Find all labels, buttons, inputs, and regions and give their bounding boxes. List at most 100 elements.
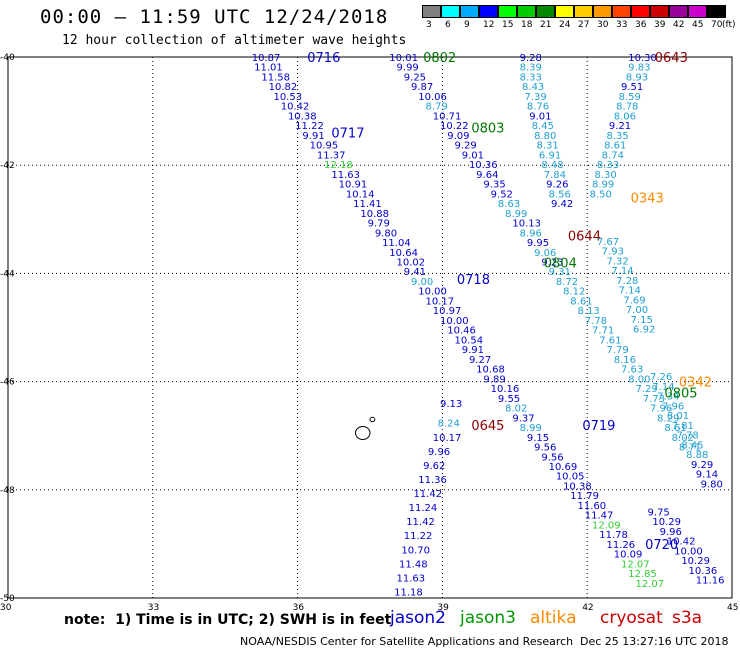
wave-height-point: 11.42	[413, 489, 442, 500]
wave-height-point: 8.45	[681, 440, 703, 451]
wave-height-point: 8.12	[563, 287, 585, 298]
wave-height-point: 10.95	[310, 141, 339, 152]
track-time-label: 0645	[471, 419, 504, 434]
colorbar-swatch	[707, 5, 726, 18]
wave-height-point: 8.59	[619, 92, 641, 103]
wave-height-point: 8.01	[667, 411, 689, 422]
wave-height-point: 7.39	[524, 92, 546, 103]
wave-height-point: 11.01	[254, 63, 283, 74]
wave-height-point: 9.42	[551, 199, 573, 210]
wave-height-point: 9.31	[549, 267, 571, 278]
wave-height-point: 12.18	[324, 160, 353, 171]
wave-height-point: 11.79	[570, 491, 599, 502]
wave-height-point: 9.29	[691, 460, 713, 471]
wave-height-point: 9.80	[375, 228, 397, 239]
satellite-legend-item: jason3	[460, 608, 516, 628]
wave-height-point: 9.79	[368, 219, 390, 230]
wave-height-point: 11.37	[317, 150, 346, 161]
wave-height-point: 9.26	[546, 180, 568, 191]
wave-height-point: 8.61	[570, 296, 592, 307]
wave-height-point: 10.53	[273, 92, 302, 103]
wave-height-point: 8.50	[590, 189, 612, 200]
timestamp-text: Dec 25 13:27:16 UTC 2018	[580, 635, 729, 648]
colorbar-swatch	[479, 5, 498, 18]
wave-height-point: 6.92	[633, 325, 655, 336]
wave-height-point: 7.15	[631, 315, 653, 326]
x-tick-label: 33	[148, 603, 159, 613]
wave-height-point: 11.16	[696, 576, 725, 587]
wave-height-point: 7.26	[650, 372, 672, 383]
wave-height-point: 7.78	[585, 316, 607, 327]
wave-height-point: 9.83	[628, 63, 650, 74]
wave-height-point: 9.56	[534, 443, 556, 454]
wave-height-point: 7.69	[623, 295, 645, 306]
wave-height-point: 10.88	[360, 209, 389, 220]
wave-height-point: 7.14	[652, 382, 674, 393]
wave-height-point: 11.22	[295, 121, 324, 132]
wave-height-point: 9.80	[701, 479, 723, 490]
wave-height-point: 10.69	[549, 462, 578, 473]
wave-height-point: 8.45	[532, 121, 554, 132]
wave-height-point: 8.99	[505, 209, 527, 220]
wave-height-point: 10.05	[556, 472, 585, 483]
colorbar-swatch	[422, 5, 441, 18]
wave-height-point: 9.25	[404, 72, 426, 83]
track-time-label: 0804	[544, 257, 577, 272]
wave-height-point: 11.48	[399, 559, 428, 570]
wave-height-point: 8.61	[604, 141, 626, 152]
wave-height-point: 8.06	[614, 111, 636, 122]
wave-height-point: 9.41	[404, 267, 426, 278]
wave-height-point: 12.07	[621, 559, 650, 570]
wave-height-point: 10.42	[281, 102, 310, 113]
wave-height-point: 9.13	[440, 399, 462, 410]
wave-height-point: 8.02	[672, 433, 694, 444]
x-tick-label: 45	[727, 603, 738, 613]
wave-height-point: 9.99	[397, 63, 419, 74]
wave-height-point: 9.28	[520, 53, 542, 64]
wave-height-point: 9.51	[621, 82, 643, 93]
wave-height-point: 9.37	[512, 413, 534, 424]
wave-height-point: 7.93	[602, 247, 624, 258]
wave-height-point: 12.09	[592, 520, 621, 531]
wave-height-point: 8.48	[541, 160, 563, 171]
wave-height-point: 10.71	[433, 111, 462, 122]
island-outline	[355, 426, 371, 440]
wave-height-point: 8.31	[537, 141, 559, 152]
wave-height-point: 7.79	[607, 345, 629, 356]
wave-height-point: 10.00	[674, 546, 703, 557]
wave-height-point: 9.21	[609, 121, 631, 132]
colorbar-swatch	[650, 5, 669, 18]
wave-height-point: 7.84	[544, 170, 566, 181]
wave-height-point: 10.38	[563, 481, 592, 492]
wave-height-point: 9.91	[302, 131, 324, 142]
wave-height-point: 10.09	[614, 550, 643, 561]
y-tick-label: -40	[0, 53, 15, 63]
wave-height-point: 12.07	[635, 579, 664, 590]
wave-height-point: 10.36	[469, 160, 498, 171]
wave-height-point: 7.28	[616, 276, 638, 287]
colorbar-label: 42	[673, 20, 685, 30]
wave-height-point: 10.02	[397, 257, 426, 268]
colorbar-label: 30	[597, 20, 609, 30]
satellite-legend-item: altika	[530, 608, 577, 628]
colorbar-label: 15	[502, 20, 514, 30]
colorbar-label: 12	[483, 20, 495, 30]
wave-height-point: 8.74	[602, 150, 624, 161]
colorbar-label: 36	[635, 20, 647, 30]
wave-height-point: 8.43	[522, 82, 544, 93]
satellite-legend-item: jason2	[390, 608, 446, 628]
wave-height-point: 11.60	[578, 501, 607, 512]
x-tick-label: 36	[293, 603, 305, 613]
wave-height-point: 10.97	[433, 306, 462, 317]
wave-height-point: 11.26	[607, 540, 636, 551]
track-time-label: 0644	[568, 230, 601, 245]
colorbar-label: 33	[616, 20, 628, 30]
wave-height-point: 8.24	[438, 419, 460, 430]
wave-height-point: 10.17	[426, 296, 455, 307]
wave-height-point: 8.96	[520, 228, 542, 239]
wave-height-point: 11.04	[382, 238, 411, 249]
colorbar-label: 45	[692, 20, 704, 30]
island-outline	[369, 416, 376, 423]
colorbar-swatch	[688, 5, 707, 18]
wave-height-point: 9.29	[454, 141, 476, 152]
